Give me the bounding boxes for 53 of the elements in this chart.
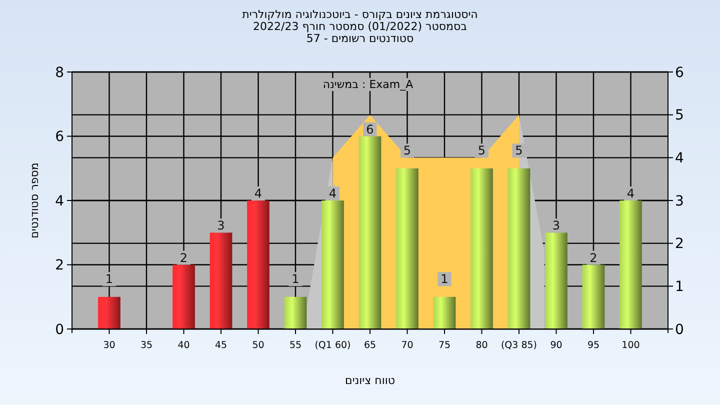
- data-label: 3: [552, 218, 560, 233]
- data-label: 1: [440, 272, 448, 286]
- x-tick-label: 40: [178, 340, 190, 351]
- data-label: 5: [478, 144, 486, 158]
- y2-tick-label: 1: [675, 279, 684, 296]
- x-tick-label: 45: [214, 340, 228, 351]
- data-label: 4: [626, 186, 635, 200]
- bar: [284, 296, 307, 329]
- x-tick-label: 70: [401, 340, 414, 351]
- data-label: 2: [590, 250, 598, 265]
- y2-tick-label: 4: [675, 150, 684, 167]
- x-tick-label: 55: [289, 340, 302, 351]
- y2-tick-label: 6: [675, 64, 684, 81]
- x-tick-label: 30: [103, 340, 116, 351]
- data-label: 1: [105, 272, 114, 286]
- data-label: 4: [328, 186, 337, 200]
- x-axis-title: טווח ציונים: [345, 374, 395, 387]
- y2-tick-label: 0: [675, 322, 684, 338]
- chart-subtitle: בסמסטר (01/2022) סמסטר חורף 2022/23: [253, 20, 467, 33]
- data-label: 3: [217, 218, 225, 233]
- x-tick-label: 65: [364, 340, 376, 351]
- x-tick-label: 95: [587, 340, 600, 351]
- y-axis-title: מספר סטודנטים: [28, 162, 41, 238]
- x-tick-label: (Q1 60): [314, 340, 351, 351]
- y-tick-label: 4: [55, 193, 64, 210]
- data-label: 1: [292, 272, 300, 286]
- y-tick-label: 8: [55, 64, 64, 81]
- y2-tick-label: 5: [675, 108, 684, 124]
- data-label: 2: [180, 250, 188, 265]
- x-tick-label: 75: [438, 340, 451, 351]
- annotation: במשינה : Exam_A: [322, 78, 414, 91]
- text: סטודנטים רשומים - 57: [306, 32, 414, 45]
- y2-tick-label: 3: [675, 193, 684, 210]
- data-label: 6: [366, 122, 374, 136]
- data-label: 5: [403, 144, 412, 158]
- y-tick-label: 2: [55, 258, 64, 274]
- y-tick-label: 0: [55, 322, 64, 338]
- bar: [508, 168, 530, 329]
- x-tick-label: 90: [550, 340, 562, 351]
- chart-title: היסטוגרמת ציונים בקורס - ביוטכנולוגיה מולקולרית: [242, 8, 478, 21]
- x-tick-label: 80: [476, 340, 488, 351]
- data-label: 4: [254, 186, 262, 200]
- x-tick-label: 50: [252, 340, 264, 351]
- bar: [470, 168, 493, 329]
- y2-tick-label: 2: [675, 236, 684, 252]
- x-tick-label: (Q3 85): [500, 340, 538, 351]
- bar: [98, 296, 120, 329]
- y-tick-label: 6: [55, 129, 64, 146]
- bar: [396, 168, 418, 329]
- data-label: 5: [515, 144, 523, 158]
- x-tick-label: 100: [622, 340, 640, 351]
- bar: [433, 296, 456, 329]
- x-tick-label: 35: [140, 340, 153, 351]
